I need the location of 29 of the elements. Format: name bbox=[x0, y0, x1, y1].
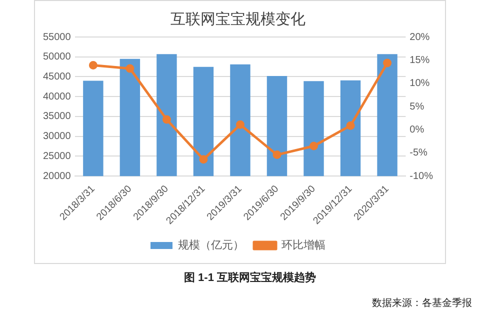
y-tick-label: 45000 bbox=[42, 72, 72, 82]
point bbox=[126, 64, 134, 73]
y-tick-label: 55000 bbox=[42, 32, 72, 43]
legend-label: 规模（亿元） bbox=[178, 240, 244, 252]
legend-label: 环比增幅 bbox=[282, 238, 326, 252]
y-tick-label: 35000 bbox=[42, 111, 72, 122]
point bbox=[346, 121, 355, 130]
y2-tick-label: 20% bbox=[410, 32, 430, 43]
point bbox=[199, 155, 208, 164]
y-tick-label: 25000 bbox=[42, 151, 72, 162]
y2-tick-label: -10% bbox=[410, 170, 434, 182]
point bbox=[236, 120, 244, 129]
source-note: 数据来源：各基金季报 bbox=[372, 296, 472, 310]
caption: 图 1-1 互联网宝宝规模趋势 bbox=[182, 270, 317, 285]
y2-tick-label: -5% bbox=[410, 148, 428, 159]
point bbox=[88, 61, 98, 70]
y2-tick-label: 0% bbox=[410, 124, 424, 136]
point bbox=[310, 142, 318, 150]
y-tick-label: 20000 bbox=[42, 170, 72, 182]
chart-title: 互联网宝宝规模变化 bbox=[170, 11, 306, 28]
y-tick-label: 40000 bbox=[42, 91, 72, 102]
y-tick-label: 50000 bbox=[42, 52, 72, 63]
y2-tick-label: 15% bbox=[410, 54, 430, 66]
y2-tick-label: 5% bbox=[410, 101, 424, 112]
y-tick-label: 30000 bbox=[42, 131, 72, 142]
point bbox=[162, 115, 171, 124]
point bbox=[272, 150, 282, 160]
y2-tick-label: 10% bbox=[410, 78, 430, 90]
point bbox=[383, 58, 392, 68]
